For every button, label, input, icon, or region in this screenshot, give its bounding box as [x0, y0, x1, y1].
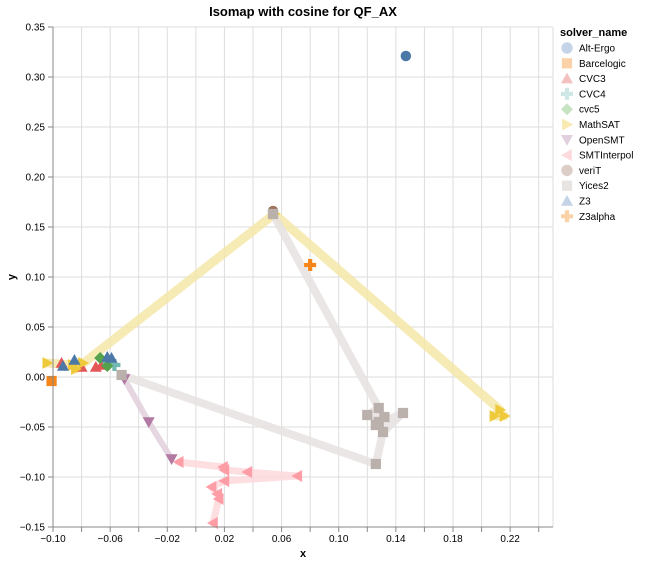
legend-label-z3alpha: Z3alpha [579, 212, 616, 223]
point-yices2 [373, 402, 384, 414]
legend-label-alt-ergo: Alt-Ergo [579, 44, 616, 55]
point-cvc5 [101, 360, 114, 372]
legend-symbol-yices2 [561, 180, 573, 191]
point-smtinterpol [218, 464, 230, 476]
path-mathsat [42, 209, 509, 421]
point-yices2 [116, 369, 127, 381]
point-smtinterpol [291, 470, 303, 482]
x-tick-label: 0.10 [329, 534, 349, 545]
point-smtinterpol [205, 481, 217, 493]
y-tick-label: 0.20 [26, 173, 46, 184]
point-yices2 [370, 419, 381, 431]
legend-symbol-opensmt [561, 135, 573, 146]
y-tick-label: 0.05 [26, 323, 46, 334]
point-smtinterpol [218, 475, 230, 487]
x-tick-label: 0.18 [443, 534, 463, 545]
point-mathsat [78, 357, 89, 369]
y-tick-label: 0.25 [26, 123, 46, 134]
legend-label-cvc5: cvc5 [579, 105, 600, 116]
x-axis-title: x [300, 548, 307, 560]
y-tick-label: −0.10 [20, 473, 46, 484]
y-tick-label: 0.35 [26, 23, 46, 34]
legend-symbol-z3alpha [561, 210, 573, 223]
legend-title: solver_name [560, 27, 627, 39]
y-tick-label: 0.00 [26, 373, 46, 384]
x-tick-label: 0.06 [272, 534, 292, 545]
point-opensmt [165, 454, 178, 465]
legend-symbol-cvc4 [561, 87, 573, 100]
path-smtinterpol [175, 458, 301, 527]
legend-symbol-z3 [561, 195, 573, 206]
legend-label-mathsat: MathSAT [579, 120, 620, 131]
point-smtinterpol [241, 466, 253, 478]
legend-symbol-smtinterpol [561, 149, 572, 162]
point-yices2 [370, 458, 381, 470]
x-tick-label: −0.06 [97, 534, 123, 545]
legend-symbol-verit [561, 164, 573, 177]
legend-symbol-alt-ergo [561, 42, 573, 54]
chart-title: Isomap with cosine for QF_AX [209, 4, 397, 19]
data-points [42, 50, 511, 529]
point-z3alpha [304, 259, 317, 271]
legend-symbol-barcelogic [561, 58, 573, 69]
point-z3 [57, 360, 69, 371]
x-tick-label: −0.02 [155, 534, 181, 545]
point-alt-ergo [400, 50, 412, 62]
point-yices2 [267, 208, 279, 220]
point-yices2 [397, 407, 409, 419]
point-smtinterpol [172, 456, 184, 468]
point-mathsat [495, 404, 507, 416]
legend-label-smtinterpol: SMTInterpol [579, 151, 633, 162]
point-mathsat [489, 410, 501, 422]
axes: −0.10 −0.06 −0.02 0.02 0.06 0.10 0.14 0.18 0.22 0… [20, 23, 553, 545]
legend-label-barcelogic: Barcelogic [579, 59, 626, 70]
legend-label-verit: veriT [579, 166, 601, 177]
point-smtinterpol [212, 493, 224, 505]
legend-label-z3: Z3 [579, 197, 591, 208]
point-yices2 [379, 411, 390, 423]
y-tick-label: −0.15 [20, 523, 46, 534]
legend-symbol-cvc5 [561, 103, 573, 116]
legend-label-opensmt: OpenSMT [579, 135, 625, 146]
point-mathsat [499, 410, 511, 422]
point-mathsat [71, 363, 82, 375]
point-yices2 [377, 426, 389, 438]
point-smtinterpol [207, 517, 218, 529]
legend: solver_name Alt-Ergo Barcelogic CVC3 CVC4 cv… [560, 27, 633, 223]
x-tick-label: −0.10 [40, 534, 66, 545]
y-tick-label: 0.10 [26, 273, 46, 284]
point-z3 [68, 354, 81, 365]
point-mathsat [42, 357, 54, 369]
legend-label-cvc3: CVC3 [579, 74, 606, 85]
legend-label-yices2: Yices2 [579, 181, 609, 192]
legend-label-cvc4: CVC4 [579, 89, 606, 100]
point-yices2 [362, 409, 373, 421]
y-tick-label: 0.15 [26, 223, 46, 234]
y-axis-title: y [6, 273, 18, 280]
x-tick-label: 0.14 [386, 534, 406, 545]
legend-symbol-cvc3 [561, 72, 573, 84]
legend-symbol-mathsat [562, 118, 573, 131]
y-tick-label: −0.05 [20, 423, 46, 434]
x-tick-label: 0.02 [215, 534, 235, 545]
point-barcelogic [46, 375, 57, 387]
point-opensmt [142, 417, 155, 428]
y-tick-label: 0.30 [26, 73, 46, 84]
point-z3 [105, 352, 118, 363]
x-tick-label: 0.22 [500, 534, 520, 545]
